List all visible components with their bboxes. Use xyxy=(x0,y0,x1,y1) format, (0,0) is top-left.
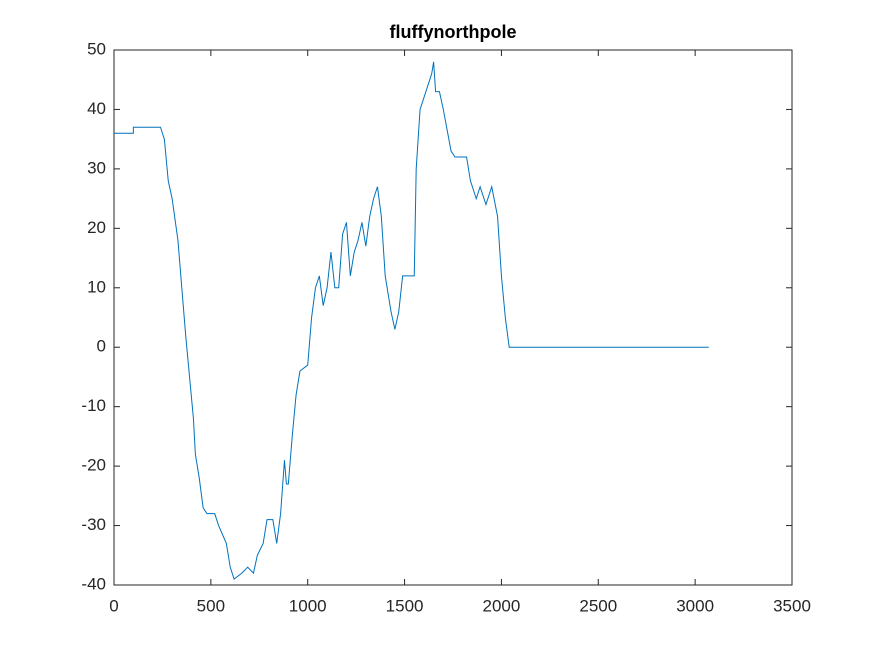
y-tick-label: 40 xyxy=(87,99,106,118)
y-tick-label: 0 xyxy=(97,337,106,356)
y-tick-label: -40 xyxy=(81,574,106,593)
y-tick-label: -30 xyxy=(81,515,106,534)
x-tick-label: 2500 xyxy=(579,596,617,615)
y-tick-label: 10 xyxy=(87,277,106,296)
y-tick-label: 30 xyxy=(87,158,106,177)
x-tick-label: 1500 xyxy=(386,596,424,615)
x-tick-label: 500 xyxy=(197,596,225,615)
y-tick-label: 20 xyxy=(87,218,106,237)
y-tick-label: -10 xyxy=(81,396,106,415)
x-tick-label: 3500 xyxy=(773,596,811,615)
x-tick-label: 1000 xyxy=(289,596,327,615)
x-tick-label: 2000 xyxy=(483,596,521,615)
chart-title: fluffynorthpole xyxy=(390,22,517,42)
x-tick-label: 0 xyxy=(109,596,118,615)
y-tick-label: 50 xyxy=(87,39,106,58)
data-line xyxy=(114,61,709,580)
y-tick-label: -20 xyxy=(81,456,106,475)
axes-box xyxy=(113,49,793,586)
x-tick-label: 3000 xyxy=(676,596,714,615)
